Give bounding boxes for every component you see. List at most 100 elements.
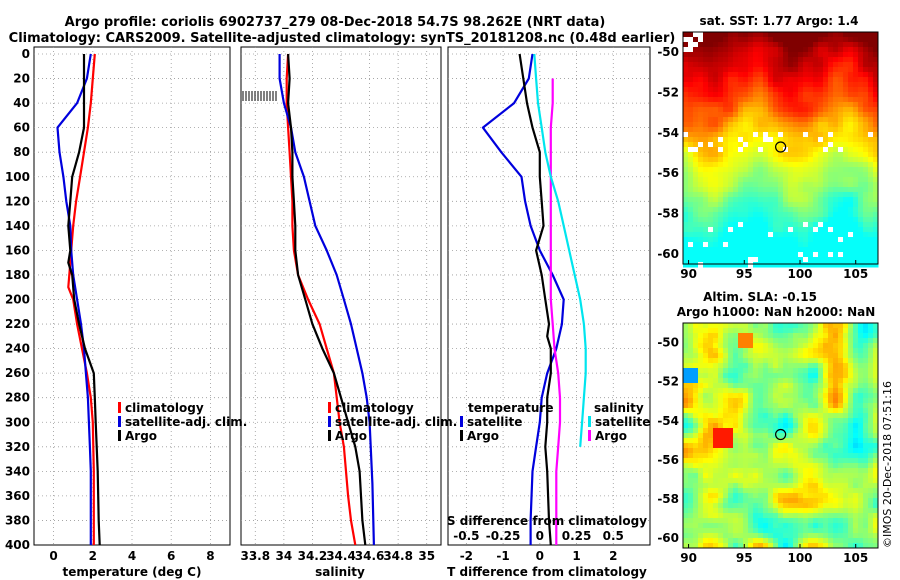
map-cell xyxy=(788,403,794,409)
map-cell xyxy=(868,438,874,444)
map-cell xyxy=(793,152,799,158)
map-cell xyxy=(748,102,754,108)
map-cell xyxy=(818,62,824,68)
map-cell xyxy=(873,252,879,258)
map-cell xyxy=(753,518,759,524)
map-cell xyxy=(763,353,769,359)
map-cell xyxy=(768,132,774,138)
map-cell xyxy=(713,523,719,529)
map-cell xyxy=(698,493,704,499)
map-cell xyxy=(763,222,769,228)
map-cell xyxy=(768,323,774,329)
map-cell xyxy=(713,177,719,183)
map-cell xyxy=(723,388,729,394)
map-cell xyxy=(698,538,704,544)
map-cell xyxy=(843,388,849,394)
map-cell xyxy=(823,147,829,153)
map-cell xyxy=(868,192,874,198)
map-cell xyxy=(808,418,814,424)
map-cell xyxy=(758,87,764,93)
map-cell xyxy=(758,403,764,409)
map-cell xyxy=(853,42,859,48)
map-cell xyxy=(853,62,859,68)
map-cell xyxy=(698,147,704,153)
map-cell xyxy=(818,493,824,499)
map-cell xyxy=(753,543,759,549)
map-cell xyxy=(778,333,784,339)
map-cell xyxy=(778,408,784,414)
map-cell xyxy=(743,458,749,464)
map-cell xyxy=(798,458,804,464)
map-cell xyxy=(838,483,844,489)
map-cell xyxy=(688,162,694,168)
map-cell xyxy=(823,513,829,519)
map-cell xyxy=(728,242,734,248)
map-cell xyxy=(743,67,749,73)
map-cell xyxy=(773,443,779,449)
map-cell xyxy=(833,182,839,188)
map-lat-tick: -52 xyxy=(657,375,679,389)
map-cell xyxy=(848,413,854,419)
map-lat-tick: -58 xyxy=(657,492,679,506)
map-cell xyxy=(753,172,759,178)
map-cell xyxy=(798,222,804,228)
map-cell xyxy=(833,107,839,113)
map-cell xyxy=(738,523,744,529)
map-cell xyxy=(723,513,729,519)
map-cell xyxy=(853,177,859,183)
map-cell xyxy=(778,157,784,163)
map-cell xyxy=(698,498,704,504)
map-cell xyxy=(703,508,709,514)
map-cell xyxy=(728,57,734,63)
map-cell xyxy=(703,438,709,444)
map-cell xyxy=(688,182,694,188)
map-cell xyxy=(718,52,724,58)
map-cell xyxy=(733,398,739,404)
map-cell xyxy=(868,122,874,128)
map-cell xyxy=(733,67,739,73)
map-cell xyxy=(683,463,689,469)
map-cell xyxy=(798,403,804,409)
map-cell xyxy=(713,192,719,198)
map-cell xyxy=(793,92,799,98)
map-cell xyxy=(813,543,819,549)
map-cell xyxy=(868,177,874,183)
map-cell xyxy=(723,438,729,444)
map-cell xyxy=(763,252,769,258)
map-cell xyxy=(833,37,839,43)
map-cell xyxy=(803,47,809,53)
map-cell xyxy=(848,177,854,183)
map-cell xyxy=(693,217,699,223)
map-cell xyxy=(758,488,764,494)
map-cell xyxy=(793,538,799,544)
map-cell xyxy=(703,177,709,183)
map-cell xyxy=(848,132,854,138)
map-cell xyxy=(763,187,769,193)
map-cell xyxy=(693,323,699,329)
map-cell xyxy=(783,112,789,118)
map-cell xyxy=(863,333,869,339)
map-cell xyxy=(733,523,739,529)
map-cell xyxy=(823,493,829,499)
map-cell xyxy=(743,388,749,394)
map-cell xyxy=(778,62,784,68)
map-cell xyxy=(698,428,704,434)
map-cell xyxy=(763,227,769,233)
map-cell xyxy=(738,182,744,188)
depth-tick-labels: 0204060801001201401601802002202402602803… xyxy=(5,47,30,552)
map-cell xyxy=(753,458,759,464)
map-cell xyxy=(693,463,699,469)
map-cell xyxy=(823,428,829,434)
map-cell xyxy=(718,122,724,128)
map-cell xyxy=(763,182,769,188)
map-cell xyxy=(873,373,879,379)
map-cell xyxy=(823,72,829,78)
map-cell xyxy=(688,42,694,48)
map-cell xyxy=(798,493,804,499)
map-cell xyxy=(803,338,809,344)
map-cell xyxy=(843,107,849,113)
map-cell xyxy=(688,67,694,73)
map-cell xyxy=(823,448,829,454)
map-cell xyxy=(863,483,869,489)
map-cell xyxy=(743,443,749,449)
